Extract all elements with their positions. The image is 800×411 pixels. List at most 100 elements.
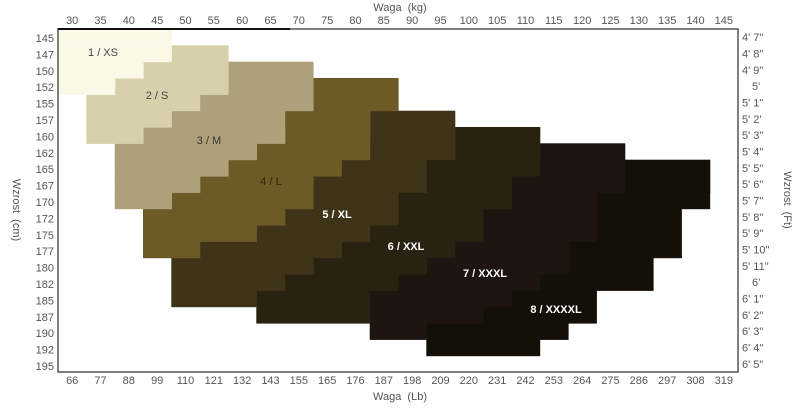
lb-tick-label: 176 <box>346 375 364 387</box>
kg-tick-label: 100 <box>460 15 478 27</box>
lb-tick-label: 231 <box>488 375 506 387</box>
size-region <box>114 61 314 210</box>
size-cell <box>58 78 116 95</box>
right-axis-title: Wzrost (Ft) <box>781 171 793 228</box>
size-cell <box>369 127 456 144</box>
cm-tick-label: 145 <box>36 33 54 45</box>
size-cell <box>539 159 626 177</box>
size-cell <box>256 290 371 308</box>
kg-tick-label: 70 <box>293 15 305 27</box>
size-cell <box>539 143 626 161</box>
lb-tick-label: 308 <box>686 375 704 387</box>
size-region <box>58 29 172 95</box>
cm-tick-label: 182 <box>36 279 54 291</box>
cm-tick-label: 147 <box>36 49 54 61</box>
size-region <box>369 143 626 340</box>
size-cell <box>426 339 541 357</box>
kg-tick-label: 120 <box>573 15 591 27</box>
size-cell <box>114 192 172 210</box>
size-cell <box>228 159 342 177</box>
lb-tick-label: 297 <box>658 375 676 387</box>
cm-tick-label: 192 <box>36 345 54 357</box>
size-cell <box>483 208 597 226</box>
size-region <box>143 78 399 259</box>
size-cell <box>313 176 427 193</box>
size-cell <box>426 159 541 177</box>
kg-tick-label: 105 <box>488 15 506 27</box>
ft-tick-label: 6' 2" <box>742 310 763 322</box>
kg-tick-label: 130 <box>630 15 648 27</box>
size-cell <box>114 78 229 95</box>
kg-tick-label: 50 <box>179 15 191 27</box>
lb-tick-label: 187 <box>375 375 393 387</box>
size-cell <box>284 274 399 291</box>
kg-tick-label: 60 <box>236 15 248 27</box>
ft-tick-label: 4' 9" <box>742 65 763 77</box>
size-cell <box>369 225 484 242</box>
size-cell <box>143 241 201 259</box>
kg-tick-label: 115 <box>545 15 563 27</box>
left-axis-title: Wzrost (cm) <box>10 179 22 241</box>
size-cell <box>398 274 541 291</box>
size-cell <box>313 257 427 275</box>
size-cell <box>171 274 286 291</box>
kg-tick-label: 75 <box>321 15 333 27</box>
cm-tick-label: 185 <box>36 295 54 307</box>
size-cell <box>199 94 314 112</box>
cm-tick-label: 162 <box>36 148 54 160</box>
ft-tick-label: 5' 9" <box>742 228 763 240</box>
size-label: 4 / L <box>260 176 281 188</box>
size-cell <box>398 208 484 226</box>
size-cell <box>58 29 172 46</box>
lb-tick-label: 88 <box>123 375 135 387</box>
size-cell <box>284 127 371 144</box>
cm-tick-label: 167 <box>36 181 54 193</box>
size-cell <box>398 192 512 210</box>
size-cell <box>114 159 229 177</box>
lb-tick-label: 198 <box>403 375 421 387</box>
ft-tick-label: 5' 1" <box>742 98 763 110</box>
size-cell <box>511 176 626 193</box>
size-cell <box>313 192 399 210</box>
ft-tick-label: 5' 4" <box>742 147 763 159</box>
size-cell <box>454 127 541 144</box>
lb-tick-label: 66 <box>66 375 78 387</box>
size-label: 7 / XXXL <box>463 268 507 280</box>
ft-tick-label: 5' <box>752 81 760 93</box>
cm-tick-label: 187 <box>36 312 54 324</box>
plot-frame <box>57 28 739 373</box>
size-cell <box>483 306 597 324</box>
cm-tick-label: 150 <box>36 66 54 78</box>
ft-tick-label: 6' 3" <box>742 326 763 338</box>
kg-tick-label: 40 <box>123 15 135 27</box>
size-region <box>171 110 456 308</box>
cm-tick-label: 180 <box>36 263 54 275</box>
lb-tick-label: 143 <box>261 375 279 387</box>
size-region <box>426 159 711 357</box>
lb-tick-label: 165 <box>318 375 336 387</box>
size-cell <box>171 192 314 210</box>
size-cell <box>369 306 484 324</box>
size-cell <box>596 225 682 242</box>
lb-tick-label: 155 <box>290 375 308 387</box>
lb-tick-label: 275 <box>601 375 619 387</box>
ft-tick-label: 4' 7" <box>742 32 763 44</box>
size-cell <box>369 110 456 128</box>
ft-tick-label: 5' 7" <box>742 196 763 208</box>
cm-tick-label: 190 <box>36 328 54 340</box>
ft-tick-label: 5' 6" <box>742 179 763 191</box>
size-cell <box>114 143 257 161</box>
size-cell <box>284 110 371 128</box>
size-cell <box>341 241 456 259</box>
size-label: 8 / XXXXL <box>530 304 582 316</box>
kg-tick-label: 80 <box>349 15 361 27</box>
lb-tick-label: 99 <box>151 375 163 387</box>
size-cell <box>596 208 682 226</box>
size-cell <box>256 225 371 242</box>
size-cell <box>256 143 371 161</box>
size-cell <box>228 61 314 79</box>
ft-tick-label: 5' 5" <box>742 163 763 175</box>
size-cell <box>114 176 201 193</box>
ft-tick-label: 5' 2' <box>742 114 762 126</box>
